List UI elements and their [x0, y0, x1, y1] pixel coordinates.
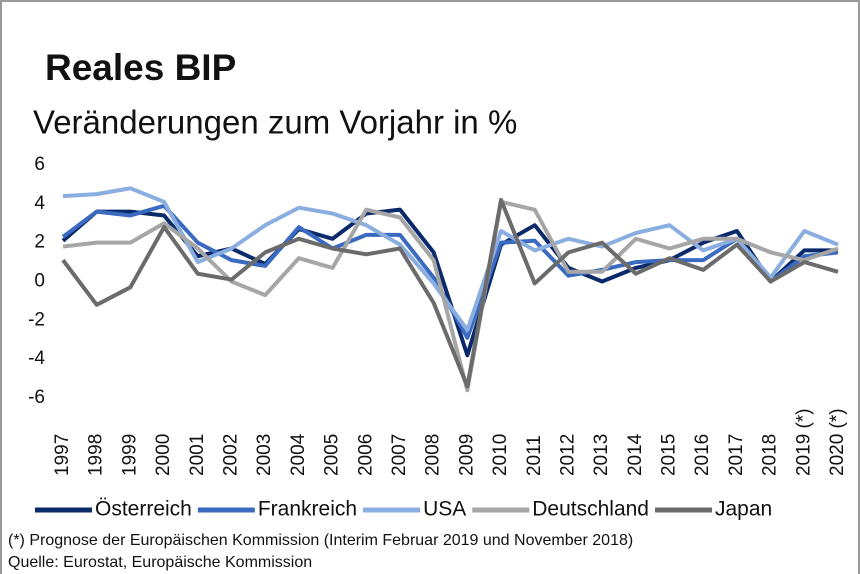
- y-tick-label: -2: [28, 309, 45, 330]
- legend-label: Frankreich: [258, 498, 357, 521]
- x-tick-label: 2004: [288, 433, 309, 476]
- series-line: [61, 197, 839, 389]
- x-tick-label: 2020 (*): [827, 408, 848, 476]
- x-tick-label: 2003: [254, 434, 275, 476]
- y-tick-label: 6: [34, 154, 45, 175]
- legend-label: Deutschland: [532, 498, 649, 521]
- chart-title: Reales BIP: [45, 47, 236, 88]
- x-tick-label: 2015: [659, 434, 680, 476]
- x-tick-label: 2006: [355, 434, 376, 476]
- series-line: [62, 186, 839, 333]
- y-tick-label: 0: [34, 271, 45, 292]
- x-tick-label: 2018: [760, 434, 781, 476]
- x-tick-label: 2014: [625, 433, 646, 476]
- y-tick-label: -6: [28, 387, 45, 408]
- source: Quelle: Eurostat, Europäische Kommission: [8, 554, 312, 571]
- x-tick-label: 1997: [52, 434, 73, 476]
- y-tick-label: -4: [28, 348, 45, 369]
- y-tick-label: 4: [34, 193, 45, 214]
- x-tick-label: 2000: [153, 434, 174, 476]
- x-tick-label: 2010: [490, 434, 511, 476]
- series-line: [62, 199, 839, 393]
- footnote: (*) Prognose der Europäischen Kommission…: [8, 532, 633, 549]
- y-tick-label: 2: [34, 232, 45, 253]
- x-tick-label: 2013: [591, 434, 612, 476]
- x-tick-label: 2001: [187, 434, 208, 476]
- x-tick-label: 2005: [322, 434, 343, 476]
- x-tick-label: 2016: [692, 434, 713, 476]
- x-tick-label: 1998: [86, 434, 107, 476]
- x-tick-label: 1999: [119, 434, 140, 476]
- x-tick-label: 2008: [423, 434, 444, 476]
- x-tick-label: 2007: [389, 434, 410, 476]
- chart-subtitle: Veränderungen zum Vorjahr in %: [33, 104, 517, 141]
- x-tick-label: 2009: [456, 434, 477, 476]
- x-tick-label: 2017: [726, 434, 747, 476]
- x-tick-label: 2011: [524, 435, 545, 476]
- legend-label: Österreich: [95, 498, 192, 521]
- legend-label: USA: [423, 498, 466, 521]
- x-tick-label: 2002: [220, 434, 241, 476]
- x-tick-label: 2019 (*): [793, 408, 814, 476]
- x-tick-label: 2012: [557, 434, 578, 476]
- legend-label: Japan: [715, 498, 772, 521]
